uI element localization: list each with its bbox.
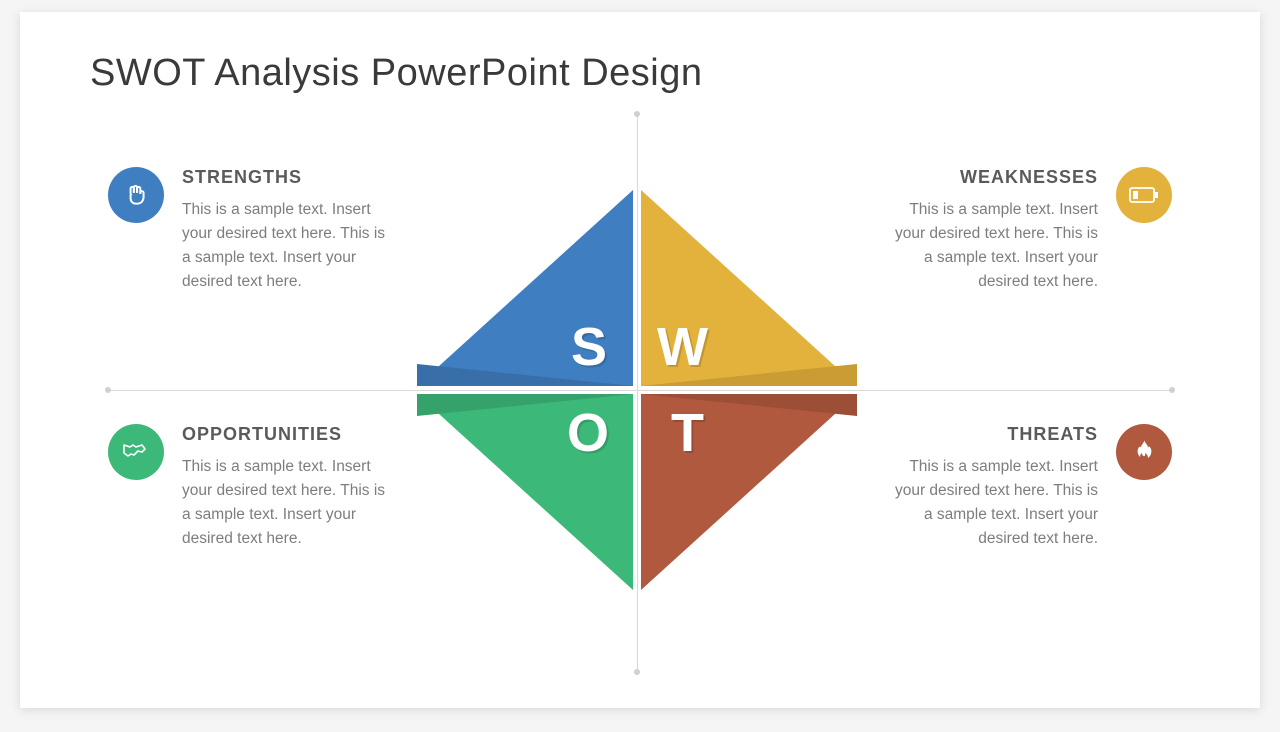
triangle-threats: T	[641, 394, 857, 590]
letter-t: T	[671, 402, 704, 464]
battery-icon	[1116, 167, 1172, 223]
letter-w: W	[657, 316, 708, 378]
axis-dot	[634, 669, 640, 675]
body-weaknesses: This is a sample text. Insert your desir…	[894, 198, 1098, 294]
horizontal-axis	[108, 390, 1172, 391]
handshake-icon	[108, 424, 164, 480]
triangle-weaknesses: W	[641, 190, 857, 386]
triangle-opportunities: O	[417, 394, 633, 590]
fist-icon	[108, 167, 164, 223]
quadrant-strengths: STRENGTHS This is a sample text. Insert …	[108, 167, 386, 294]
body-opportunities: This is a sample text. Insert your desir…	[182, 455, 386, 551]
letter-s: S	[571, 316, 607, 378]
slide: SWOT Analysis PowerPoint Design S W O T	[20, 12, 1260, 708]
heading-threats: THREATS	[894, 424, 1098, 445]
heading-strengths: STRENGTHS	[182, 167, 386, 188]
body-threats: This is a sample text. Insert your desir…	[894, 455, 1098, 551]
letter-o: O	[567, 402, 609, 464]
heading-weaknesses: WEAKNESSES	[894, 167, 1098, 188]
axis-dot	[1169, 387, 1175, 393]
body-strengths: This is a sample text. Insert your desir…	[182, 198, 386, 294]
vertical-axis	[637, 114, 638, 672]
quadrant-opportunities: OPPORTUNITIES This is a sample text. Ins…	[108, 424, 386, 551]
axis-dot	[634, 111, 640, 117]
axis-dot	[105, 387, 111, 393]
triangle-strengths: S	[417, 190, 633, 386]
heading-opportunities: OPPORTUNITIES	[182, 424, 386, 445]
quadrant-threats: THREATS This is a sample text. Insert yo…	[894, 424, 1172, 551]
flame-icon	[1116, 424, 1172, 480]
quadrant-weaknesses: WEAKNESSES This is a sample text. Insert…	[894, 167, 1172, 294]
slide-title: SWOT Analysis PowerPoint Design	[90, 52, 702, 95]
